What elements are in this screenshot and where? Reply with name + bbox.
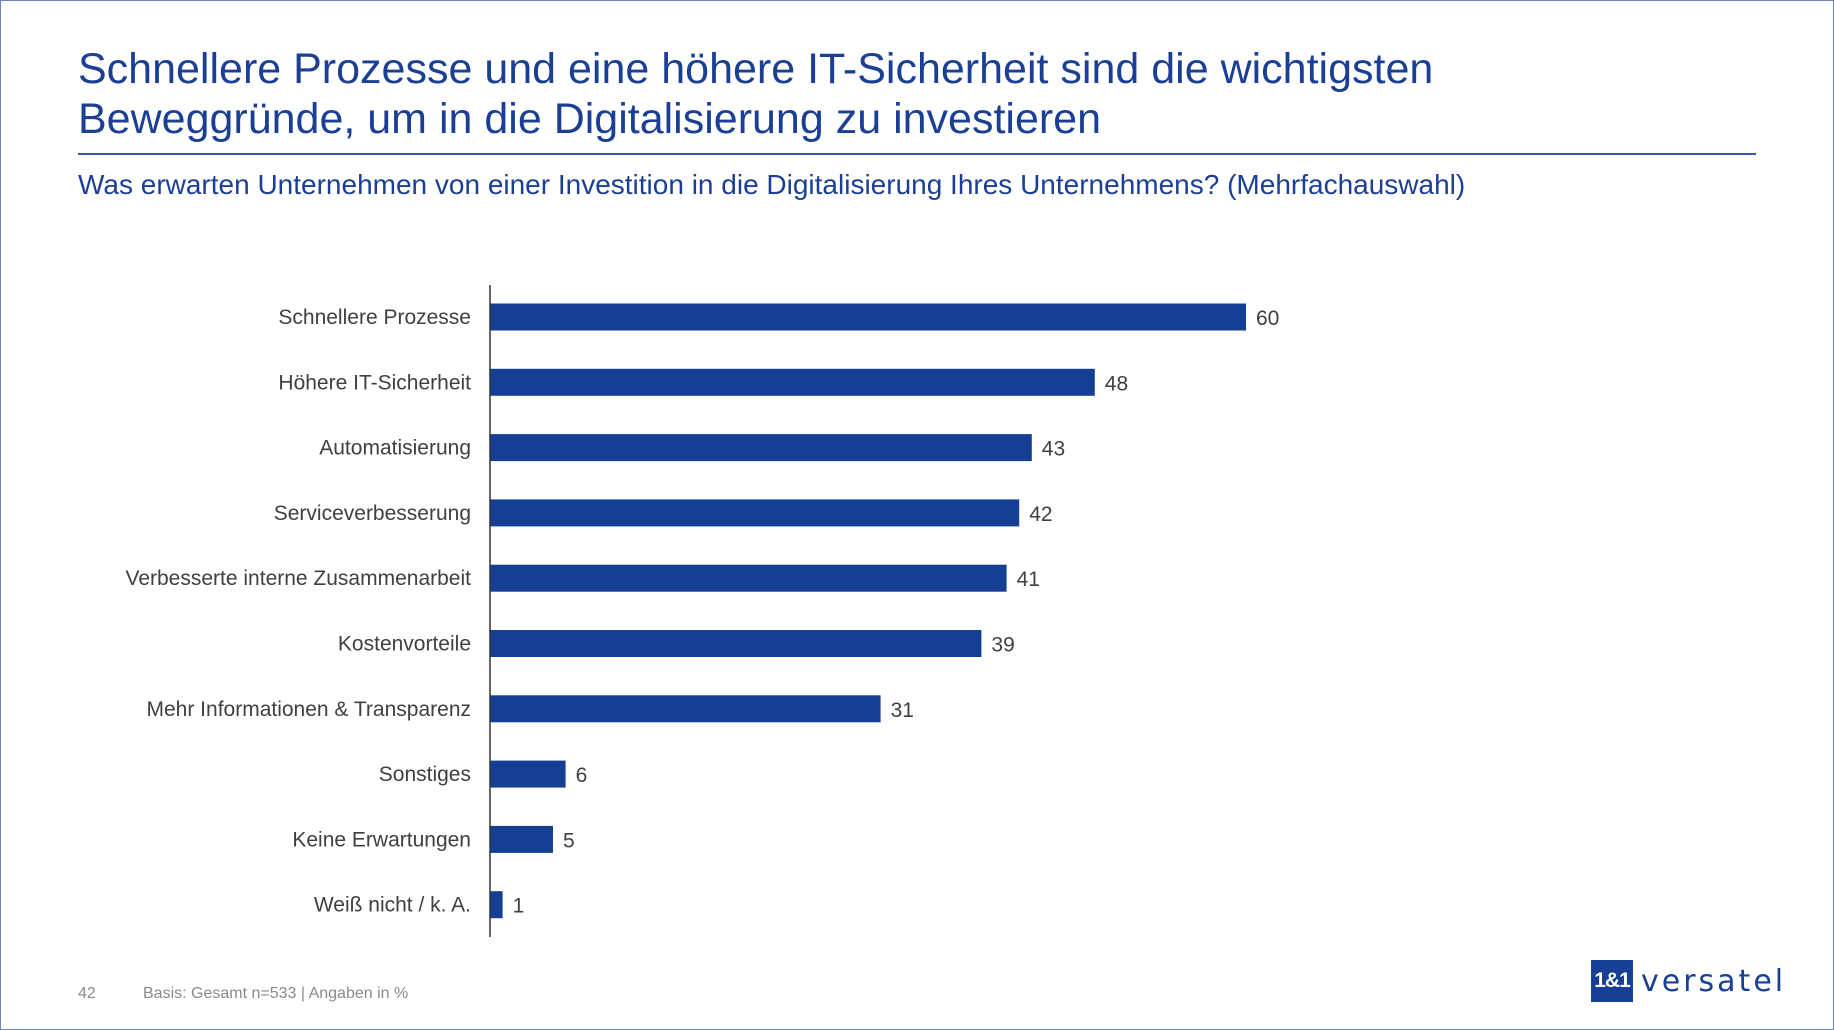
slide-subtitle: Was erwarten Unternehmen von einer Inves… [78, 169, 1466, 200]
data-label: 60 [1256, 307, 1279, 330]
data-label: 31 [891, 699, 914, 722]
bar [490, 825, 553, 853]
bar [490, 434, 1032, 462]
data-label: 1 [513, 895, 525, 918]
bar [490, 564, 1007, 592]
category-label: Höhere IT-Sicherheit [278, 371, 471, 394]
data-label: 48 [1105, 372, 1128, 395]
bar [490, 760, 566, 788]
category-label: Serviceverbesserung [274, 502, 471, 525]
data-label: 6 [576, 764, 588, 787]
data-label: 41 [1017, 568, 1040, 591]
bar [490, 695, 881, 723]
bar [490, 499, 1020, 527]
category-label: Weiß nicht / k. A. [314, 894, 471, 917]
logo-mark: 1&1 [1591, 960, 1633, 1002]
slide-title: Schnellere Prozesse und eine höhere IT-S… [78, 44, 1758, 144]
category-label: Schnellere Prozesse [278, 306, 471, 329]
category-label: Keine Erwartungen [292, 828, 471, 851]
title-divider [78, 153, 1756, 155]
bar [490, 630, 982, 657]
data-label: 42 [1029, 503, 1052, 526]
title-line-2: Beweggründe, um in die Digitalisierung z… [78, 95, 1102, 143]
page-number: 42 [78, 985, 96, 1002]
versatel-logo: 1&1 versatel [1591, 960, 1786, 1002]
category-label: Verbesserte interne Zusammenarbeit [125, 567, 471, 590]
category-label: Kostenvorteile [338, 633, 471, 656]
data-label: 39 [991, 634, 1014, 657]
logo-text: versatel [1641, 963, 1787, 999]
category-label: Automatisierung [319, 437, 471, 460]
bar [490, 368, 1095, 396]
data-label: 5 [563, 829, 575, 852]
category-label: Sonstiges [379, 763, 471, 786]
title-line-1: Schnellere Prozesse und eine höhere IT-S… [78, 45, 1434, 93]
category-label: Mehr Informationen & Transparenz [147, 698, 472, 721]
footer-basis: Basis: Gesamt n=533 | Angaben in % [143, 985, 409, 1002]
bar [490, 303, 1246, 331]
data-label: 43 [1042, 438, 1065, 461]
bar [490, 891, 503, 919]
